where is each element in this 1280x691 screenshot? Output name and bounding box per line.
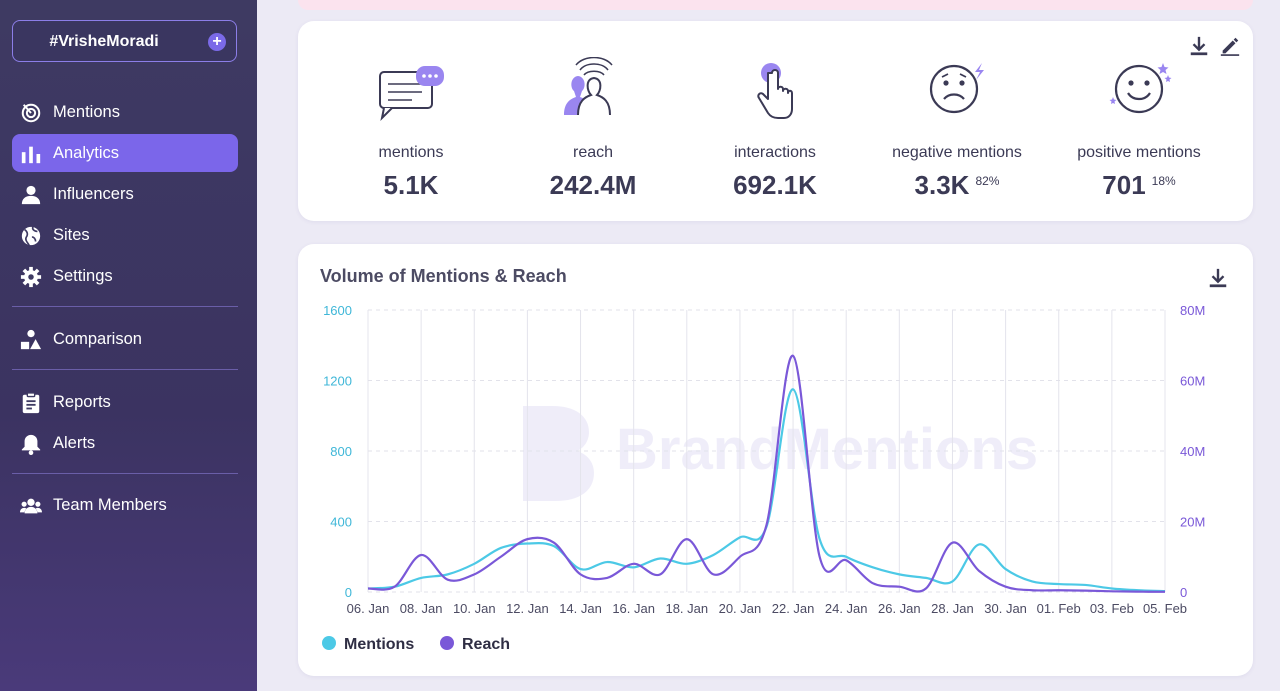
x-tick-label: 22. Jan — [772, 601, 815, 616]
y-right-tick-label: 40M — [1180, 444, 1205, 459]
x-tick-label: 03. Feb — [1090, 601, 1134, 616]
sidebar-item-reports[interactable]: Reports — [12, 383, 238, 421]
sidebar-item-label: Mentions — [53, 103, 120, 121]
y-left-tick-label: 0 — [345, 585, 352, 600]
x-tick-label: 24. Jan — [825, 601, 868, 616]
summary-metrics-card: mentions 5.1K reach 242.4M interactions … — [298, 21, 1253, 221]
y-left-tick-label: 800 — [330, 444, 352, 459]
sidebar: #VrisheMoradi + Mentions Analytics Influ… — [0, 0, 257, 691]
svg-text:BrandMentions: BrandMentions — [616, 417, 1038, 482]
sidebar-item-influencers[interactable]: Influencers — [12, 175, 238, 213]
sidebar-item-sites[interactable]: Sites — [12, 216, 238, 254]
project-name: #VrisheMoradi — [49, 33, 159, 50]
previous-card-edge — [298, 0, 1253, 10]
series-line-reach — [367, 354, 1166, 593]
legend-label: Mentions — [344, 636, 415, 653]
metric-label: negative mentions — [892, 144, 1022, 161]
x-tick-label: 05. Feb — [1143, 601, 1187, 616]
metric-value: 5.1K — [383, 170, 439, 200]
metric-label: positive mentions — [1077, 144, 1201, 161]
x-tick-label: 28. Jan — [931, 601, 974, 616]
globe-icon — [21, 226, 41, 246]
y-right-tick-label: 60M — [1180, 374, 1205, 389]
y-right-tick-label: 0 — [1180, 585, 1187, 600]
sidebar-item-alerts[interactable]: Alerts — [12, 424, 238, 462]
legend-item-reach[interactable]: Reach — [440, 636, 510, 654]
x-tick-label: 12. Jan — [506, 601, 549, 616]
x-tick-label: 08. Jan — [400, 601, 443, 616]
legend-item-mentions[interactable]: Mentions — [322, 636, 414, 654]
x-tick-label: 01. Feb — [1037, 601, 1081, 616]
mentions-icon — [21, 103, 41, 123]
pointer-hand-icon — [757, 63, 793, 119]
add-project-button[interactable]: + — [208, 33, 226, 51]
y-left-tick-label: 1600 — [323, 303, 352, 318]
x-tick-label: 26. Jan — [878, 601, 921, 616]
sidebar-item-label: Comparison — [53, 330, 142, 348]
y-right-tick-label: 80M — [1180, 303, 1205, 318]
download-icon[interactable] — [1207, 267, 1229, 289]
legend-dot — [440, 636, 454, 650]
sidebar-divider — [12, 306, 238, 307]
comparison-icon — [20, 329, 42, 350]
metric-value: 3.3K 82% — [914, 170, 1000, 200]
metric-label: reach — [572, 144, 614, 161]
sidebar-item-label: Sites — [53, 226, 90, 244]
sidebar-item-team-members[interactable]: Team Members — [12, 486, 238, 524]
legend-label: Reach — [462, 636, 511, 653]
x-tick-label: 18. Jan — [665, 601, 708, 616]
bar-chart-icon — [21, 146, 41, 164]
happy-face-icon — [1109, 63, 1172, 114]
sidebar-item-mentions[interactable]: Mentions — [12, 93, 238, 131]
sidebar-item-settings[interactable]: Settings — [12, 257, 238, 295]
metric-value: 692.1K — [733, 170, 817, 200]
y-right-tick-label: 20M — [1180, 515, 1205, 530]
y-left-tick-label: 400 — [330, 515, 352, 530]
download-icon[interactable] — [1188, 35, 1210, 57]
y-left-tick-label: 1200 — [323, 374, 352, 389]
sidebar-item-analytics[interactable]: Analytics — [12, 134, 238, 172]
chart-title: Volume of Mentions & Reach — [320, 266, 567, 286]
metric-percent: 82% — [975, 174, 1000, 188]
metric-label: interactions — [734, 144, 816, 161]
x-tick-label: 20. Jan — [719, 601, 762, 616]
metric-value: 242.4M — [549, 170, 637, 200]
speech-bubble-icon — [379, 66, 444, 122]
metric-label: mentions — [378, 144, 444, 161]
sidebar-item-label: Team Members — [53, 496, 167, 514]
volume-chart-card: Volume of Mentions & Reach BrandMentions… — [298, 244, 1253, 676]
metric-percent: 18% — [1151, 174, 1176, 188]
sidebar-divider — [12, 369, 238, 370]
gear-icon — [20, 266, 42, 288]
sidebar-item-label: Analytics — [53, 144, 120, 162]
sidebar-item-label: Settings — [53, 267, 113, 285]
clipboard-icon — [22, 392, 40, 414]
x-tick-label: 06. Jan — [347, 601, 390, 616]
sidebar-item-label: Alerts — [53, 434, 96, 452]
reach-person-icon — [564, 57, 613, 116]
sidebar-item-label: Influencers — [53, 185, 134, 203]
edit-icon[interactable] — [1219, 35, 1241, 57]
team-icon — [20, 498, 42, 514]
sidebar-item-label: Reports — [53, 393, 111, 411]
sidebar-divider — [12, 473, 238, 474]
sidebar-item-comparison[interactable]: Comparison — [12, 320, 238, 358]
bell-icon — [21, 434, 41, 455]
x-tick-label: 14. Jan — [559, 601, 602, 616]
user-icon — [21, 185, 41, 205]
metric-value: 701 18% — [1102, 170, 1176, 200]
x-tick-label: 16. Jan — [612, 601, 655, 616]
series-line-mentions — [367, 388, 1166, 593]
sad-face-icon — [929, 63, 984, 114]
legend-dot — [322, 636, 336, 650]
x-tick-label: 10. Jan — [453, 601, 496, 616]
x-tick-label: 30. Jan — [984, 601, 1027, 616]
project-selector[interactable]: #VrisheMoradi + — [12, 20, 237, 62]
mentions-reach-chart: BrandMentions 0 0 400 20M 800 40M 1200 60M 1600 8… — [323, 303, 1205, 616]
